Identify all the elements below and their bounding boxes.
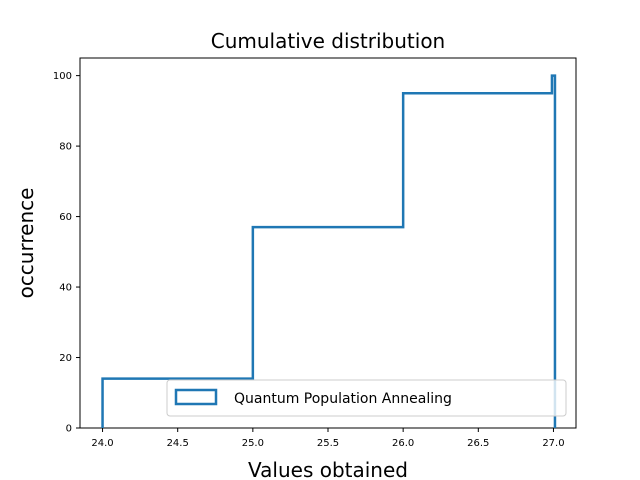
y-axis-ticks: 0 20 40 60 80 100 <box>53 71 80 435</box>
legend-label: Quantum Population Annealing <box>234 391 452 407</box>
y-tick-label: 0 <box>66 424 72 435</box>
y-tick-label: 20 <box>59 353 72 364</box>
x-tick-label: 24.0 <box>91 438 113 449</box>
y-tick-label: 60 <box>59 212 72 223</box>
y-tick-label: 40 <box>59 283 72 294</box>
y-axis-label: occurrence <box>14 188 38 299</box>
x-tick-label: 25.0 <box>242 438 264 449</box>
x-tick-label: 25.5 <box>317 438 339 449</box>
x-tick-label: 24.5 <box>167 438 189 449</box>
chart-title: Cumulative distribution <box>211 29 445 53</box>
y-tick-label: 80 <box>59 142 72 153</box>
legend-box <box>166 379 567 417</box>
x-tick-label: 27.0 <box>542 438 564 449</box>
legend-swatch <box>174 388 218 406</box>
plot-area: 24.0 24.5 25.0 25.5 26.0 26.5 27.0 0 20 40 60 80 10… <box>53 57 577 449</box>
x-axis-ticks: 24.0 24.5 25.0 25.5 26.0 26.5 27.0 <box>91 428 565 449</box>
series-step-line <box>101 74 557 428</box>
legend: Quantum Population Annealing <box>166 379 567 417</box>
x-tick-label: 26.5 <box>467 438 489 449</box>
x-axis-label: Values obtained <box>248 458 408 480</box>
y-tick-label: 100 <box>53 71 72 82</box>
x-tick-label: 26.0 <box>392 438 414 449</box>
